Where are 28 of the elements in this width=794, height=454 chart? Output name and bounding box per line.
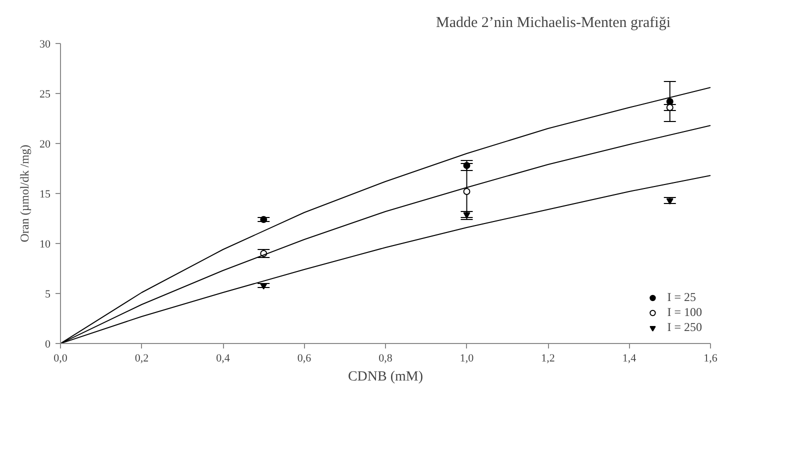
x-tick-label: 1,6 [704, 352, 718, 364]
point [463, 188, 470, 195]
legend-label: I = 100 [667, 305, 702, 320]
point [260, 216, 268, 223]
x-tick-label: 1,4 [622, 352, 637, 364]
point [666, 198, 674, 204]
point [666, 98, 674, 105]
point [260, 283, 268, 290]
x-tick-label: 0,4 [216, 352, 230, 364]
x-tick-label: 0,2 [134, 352, 149, 364]
chart-title: Madde 2’nin Michaelis-Menten grafiği [436, 15, 670, 31]
y-tick-label: 10 [40, 238, 51, 250]
x-tick-label: 0,6 [297, 352, 312, 364]
legend-label: I = 250 [667, 320, 702, 335]
x-tick-label: 0,0 [54, 352, 68, 364]
y-axis-title: Oran (µmol/dk /mg) [18, 144, 32, 242]
y-tick-label: 5 [45, 288, 51, 300]
point [666, 104, 674, 111]
x-axis-title: CDNB (mM) [348, 370, 424, 384]
y-tick-label: 15 [40, 188, 51, 200]
y-tick-label: 20 [40, 138, 51, 150]
legend-label: I = 25 [667, 290, 696, 305]
y-tick-label: 25 [40, 88, 51, 100]
x-tick-label: 1,0 [460, 352, 474, 364]
x-tick-label: 1,2 [541, 352, 555, 364]
y-tick-label: 30 [40, 38, 51, 50]
x-tick-label: 0,8 [378, 352, 393, 364]
y-tick-label: 0 [45, 338, 51, 350]
